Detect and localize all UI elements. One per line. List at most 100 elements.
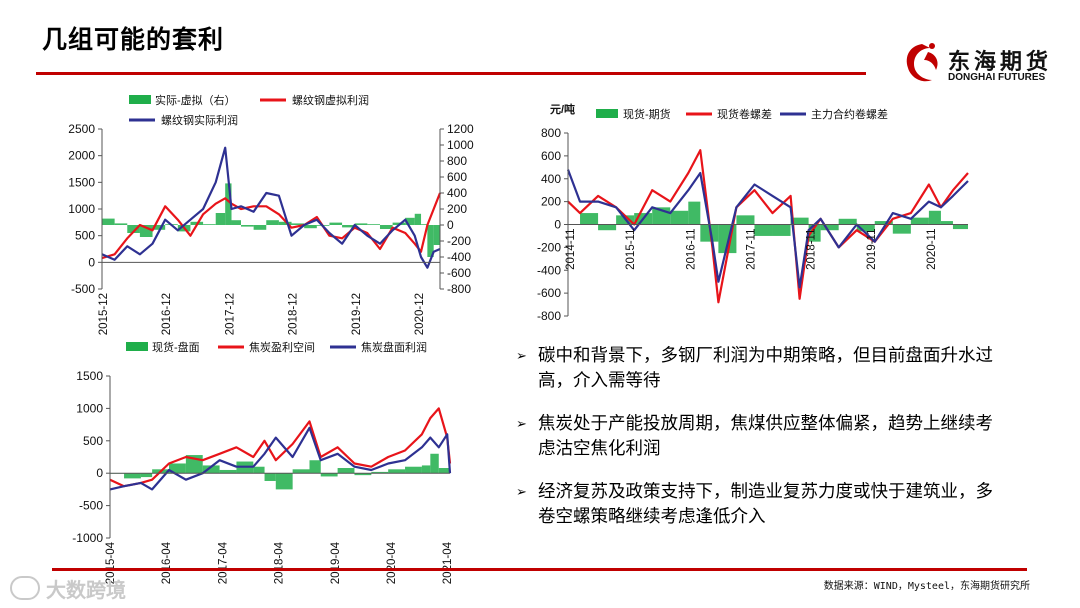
y-tick-label: 0	[96, 466, 103, 480]
area-bar	[114, 223, 128, 225]
area-bar	[169, 463, 186, 474]
area-bar	[910, 217, 929, 225]
legend-label: 现货-期货	[623, 107, 671, 121]
coke-profit-chart: 现货-盘面 焦炭盈利空间 焦炭盘面利润 1500 1000 500 0 -500 -100…	[72, 340, 454, 584]
y-tick-label: 800	[541, 126, 561, 140]
area-bar	[580, 213, 599, 225]
y-tick-label: 1500	[76, 369, 103, 383]
x-tick-label: 2015-12	[98, 293, 110, 335]
area-bar	[856, 224, 875, 232]
area-bar	[202, 465, 220, 474]
area-bar	[231, 220, 241, 225]
arrow-bullet-icon: ➢	[516, 485, 527, 500]
area-bar	[405, 466, 422, 474]
x-tick-label: 2014-11	[565, 229, 577, 270]
company-logo: 东海期货 DONGHAI FUTURES	[902, 40, 1062, 92]
legend-swatch-green	[126, 342, 148, 351]
y-tick-label: -500	[71, 282, 95, 296]
y-tick-label: -500	[79, 499, 103, 513]
area-bar	[433, 225, 440, 245]
area-bar	[275, 473, 293, 490]
area-bar	[772, 224, 791, 236]
arrow-bullet-icon: ➢	[516, 349, 527, 364]
bullet-item: ➢ 焦炭处于产能投放周期，焦煤供应整体偏紧，趋势上继续考虑沽空焦化利润	[516, 412, 1006, 462]
bullet-text: 焦炭处于产能投放周期，焦煤供应整体偏紧，趋势上继续考虑沽空焦化利润	[538, 414, 993, 459]
y-tick-label: 600	[541, 149, 561, 163]
y2-tick-label: 600	[447, 170, 467, 184]
x-tick-label: 2020-04	[386, 541, 398, 584]
arrow-bullet-icon: ➢	[516, 417, 527, 432]
area-bar	[421, 465, 431, 474]
chart3-legend: 现货-盘面 焦炭盈利空间 焦炭盘面利润	[126, 340, 427, 354]
area-bar	[700, 224, 719, 242]
area-bar	[337, 468, 355, 474]
y2-tick-label: -800	[447, 282, 471, 296]
watermark: 大数跨境	[10, 574, 126, 603]
area-bar	[240, 225, 254, 227]
y-tick-label: -1000	[72, 531, 103, 545]
area-bar	[790, 217, 809, 225]
area-bar	[354, 473, 372, 476]
x-tick-label: 2020-12	[414, 293, 426, 335]
area-bar	[225, 183, 232, 225]
page-title: 几组可能的套利	[42, 25, 225, 54]
legend-swatch-green	[596, 109, 618, 118]
y2-tick-label: -600	[447, 266, 471, 280]
y-tick-label: 0	[88, 255, 95, 269]
area-bar	[892, 224, 911, 234]
area-bar	[215, 213, 226, 225]
area-bar	[952, 224, 968, 230]
area-bar	[124, 473, 141, 479]
area-bar	[838, 218, 857, 225]
series-line-2	[109, 407, 452, 488]
area-bar	[127, 225, 140, 233]
area-bar	[928, 210, 941, 225]
x-tick-label: 2015-04	[105, 541, 117, 584]
area-bar	[354, 223, 368, 225]
x-tick-label: 2019-12	[351, 293, 363, 335]
area-bar	[874, 221, 893, 225]
strategy-bullet-list: ➢ 碳中和背景下，多钢厂利润为中期策略，但目前盘面升水过高，介入需等待 ➢ 焦炭…	[516, 344, 1006, 548]
bullet-item: ➢ 碳中和背景下，多钢厂利润为中期策略，但目前盘面升水过高，介入需等待	[516, 344, 1006, 394]
area-bar	[754, 224, 773, 236]
area-bar	[304, 225, 317, 229]
y-tick-label: -200	[537, 240, 561, 254]
area-bar	[427, 225, 434, 257]
area-bar	[291, 223, 305, 225]
area-bar	[320, 473, 338, 477]
area-bar	[253, 225, 267, 230]
area-bar	[102, 218, 115, 225]
legend-label: 主力合约卷螺差	[811, 107, 888, 121]
y-tick-label: 2000	[68, 149, 95, 163]
area-bar	[367, 224, 380, 225]
y-tick-label: 400	[541, 172, 561, 186]
y2-tick-label: -200	[447, 234, 471, 248]
y-tick-label: 0	[554, 218, 561, 232]
y2-tick-label: 800	[447, 154, 467, 168]
logo-chinese-text: 东海期货	[948, 50, 1053, 75]
area-bar	[203, 224, 216, 225]
y-tick-label: 500	[75, 229, 95, 243]
x-tick-label: 2017-04	[217, 541, 229, 584]
x-tick-label: 2018-12	[288, 293, 300, 335]
x-tick-label: 2016-04	[161, 541, 173, 584]
area-bar	[940, 221, 953, 225]
watermark-text: 大数跨境	[46, 578, 126, 602]
area-bar	[421, 224, 428, 225]
area-bar	[379, 225, 393, 229]
y2-tick-label: 400	[447, 186, 467, 200]
area-bar	[278, 221, 292, 225]
y2-tick-label: 0	[447, 218, 454, 232]
area-bar	[688, 201, 701, 225]
y-tick-label: 2500	[68, 122, 95, 136]
series-line-2	[101, 192, 442, 260]
area-bar	[371, 471, 389, 474]
x-tick-label: 2019-11	[866, 229, 878, 270]
coil-rebar-spread-chart: 元/吨 现货-期货 现货卷螺差 主力合约卷螺差 800 600 400 200 0 -20…	[537, 102, 969, 323]
x-tick-label: 2018-11	[806, 229, 818, 270]
area-bar	[388, 469, 406, 474]
bullet-item: ➢ 经济复苏及政策支持下，制造业复苏力度或快于建筑业，多卷空螺策略继续考虑逢低介…	[516, 480, 1006, 530]
legend-label: 螺纹钢实际利润	[161, 113, 238, 127]
y2-tick-label: 1200	[447, 122, 474, 136]
x-tick-label: 2020-11	[926, 229, 938, 270]
